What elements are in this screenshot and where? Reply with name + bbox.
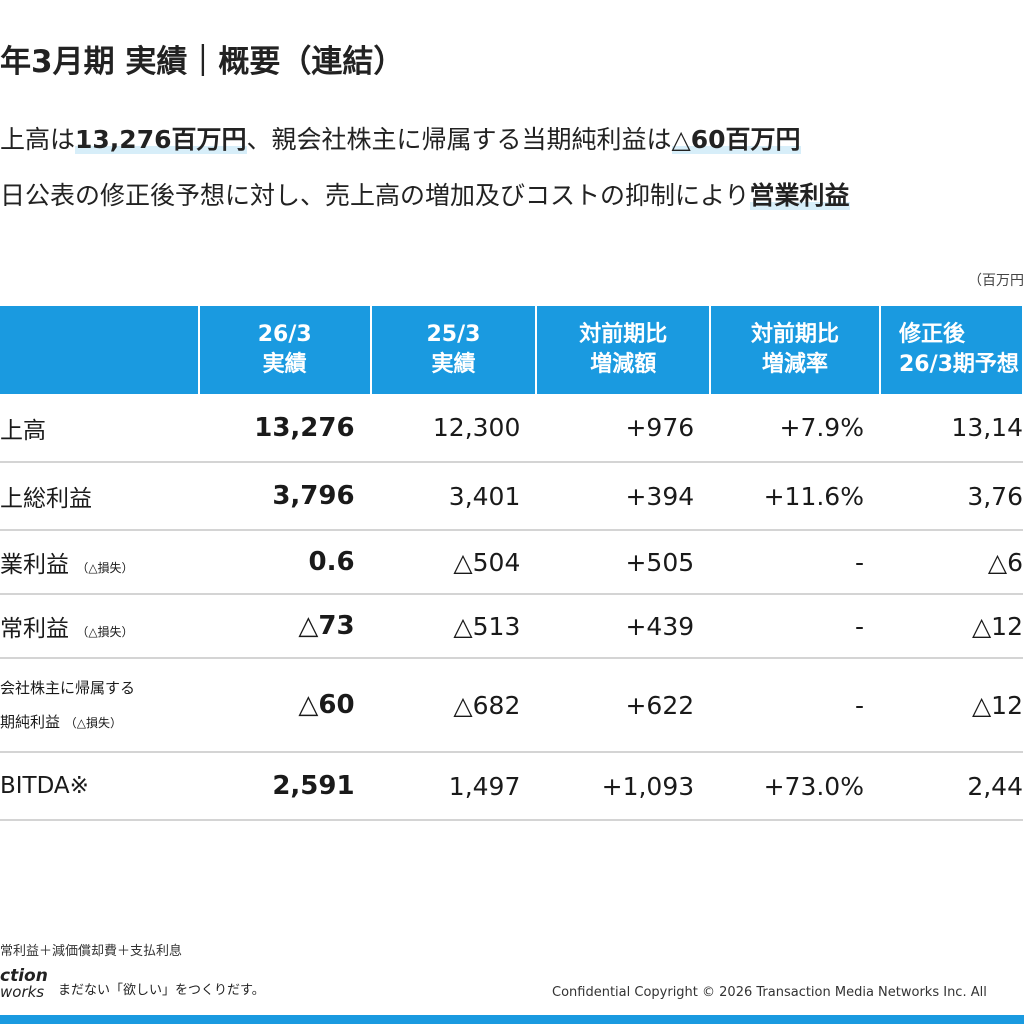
table-row: 常利益 （△損失） △73 △513 +439 - △12 — [0, 594, 1023, 659]
summary-line-2: 日公表の修正後予想に対し、売上高の増加及びコストの抑制により営業利益 — [0, 176, 850, 212]
header-actual-25: 25/3 実績 — [370, 306, 538, 394]
cell-actual-25: △682 — [370, 658, 537, 753]
cell-forecast: △12 — [879, 658, 1023, 753]
cell-actual-26: 3,796 — [198, 462, 371, 531]
cell-yoy-rate: +73.0% — [710, 752, 880, 821]
cell-yoy-rate: +11.6% — [710, 462, 880, 531]
cell-yoy-rate: +7.9% — [710, 394, 880, 463]
company-logo: ction works — [0, 966, 48, 1001]
page-title: 年3月期 実績｜概要（連結） — [0, 44, 405, 80]
loss-note: （△損失） — [76, 625, 134, 639]
row-label: 常利益 （△損失） — [0, 594, 199, 659]
cell-actual-25: 3,401 — [370, 462, 537, 531]
operating-profit-highlight: 営業利益 — [749, 181, 850, 210]
cell-actual-26: △60 — [198, 658, 371, 753]
row-label: 上総利益 — [0, 462, 199, 531]
header-item — [0, 306, 200, 394]
cell-yoy-amount: +505 — [536, 530, 711, 595]
net-profit-highlight: △60百万円 — [671, 125, 801, 154]
row-label: 上高 — [0, 394, 199, 463]
cell-actual-26: 2,591 — [198, 752, 371, 821]
cell-forecast: 2,44 — [879, 752, 1023, 821]
table-row: 上高 13,276 12,300 +976 +7.9% 13,14 — [0, 394, 1023, 463]
cell-forecast: 3,76 — [879, 462, 1023, 531]
cell-actual-26: 13,276 — [198, 394, 371, 463]
copyright-notice: Confidential Copyright © 2026 Transactio… — [552, 985, 987, 1000]
cell-forecast: 13,14 — [879, 394, 1023, 463]
summary-line-1-pre: 上高は — [0, 125, 76, 154]
header-actual-26: 26/3 実績 — [198, 306, 372, 394]
row-label: 業利益 （△損失） — [0, 530, 199, 595]
table-row: 業利益 （△損失） 0.6 △504 +505 - △6 — [0, 530, 1023, 595]
table-header-row: 26/3 実績 25/3 実績 対前期比 増減額 対前期比 増減率 修正後 26/3期予想 — [0, 306, 1024, 394]
row-label: BITDA※ — [0, 752, 199, 821]
cell-yoy-rate: - — [710, 658, 880, 753]
company-tagline: まだない「欲しい」をつくりだす。 — [58, 983, 265, 998]
header-yoy-rate: 対前期比 増減率 — [710, 306, 881, 394]
sales-highlight: 13,276百万円 — [75, 125, 247, 154]
cell-yoy-amount: +976 — [536, 394, 711, 463]
financial-results-table: 26/3 実績 25/3 実績 対前期比 増減額 対前期比 増減率 修正後 26/3期予想… — [0, 306, 1024, 821]
header-yoy-amount: 対前期比 増減額 — [536, 306, 712, 394]
bottom-accent-bar — [0, 1015, 1024, 1024]
cell-actual-25: 1,497 — [370, 752, 537, 821]
row-label: 会社株主に帰属する 期純利益 （△損失） — [0, 658, 199, 753]
loss-note: （△損失） — [64, 715, 123, 730]
table-row: 上総利益 3,796 3,401 +394 +11.6% 3,76 — [0, 462, 1023, 531]
cell-forecast: △12 — [879, 594, 1023, 659]
cell-actual-25: △513 — [370, 594, 537, 659]
ebitda-footnote: 常利益＋減価償却費＋支払利息 — [0, 944, 183, 959]
summary-line-1: 上高は13,276百万円、親会社株主に帰属する当期純利益は△60百万円 — [0, 120, 801, 156]
cell-yoy-amount: +1,093 — [536, 752, 711, 821]
cell-actual-26: △73 — [198, 594, 371, 659]
summary-line-1-mid: 、親会社株主に帰属する当期純利益は — [246, 125, 672, 154]
table-row: BITDA※ 2,591 1,497 +1,093 +73.0% 2,44 — [0, 752, 1023, 821]
cell-actual-26: 0.6 — [198, 530, 371, 595]
summary-line-2-pre: 日公表の修正後予想に対し、売上高の増加及びコストの抑制により — [0, 181, 750, 210]
header-forecast: 修正後 26/3期予想 — [879, 306, 1024, 394]
cell-actual-25: 12,300 — [370, 394, 537, 463]
unit-note: （百万円 — [968, 273, 1024, 289]
cell-yoy-amount: +439 — [536, 594, 711, 659]
cell-yoy-amount: +394 — [536, 462, 711, 531]
cell-yoy-rate: - — [710, 530, 880, 595]
cell-actual-25: △504 — [370, 530, 537, 595]
table-row: 会社株主に帰属する 期純利益 （△損失） △60 △682 +622 - △12 — [0, 658, 1023, 753]
cell-yoy-rate: - — [710, 594, 880, 659]
cell-yoy-amount: +622 — [536, 658, 711, 753]
loss-note: （△損失） — [76, 561, 134, 575]
cell-forecast: △6 — [879, 530, 1023, 595]
